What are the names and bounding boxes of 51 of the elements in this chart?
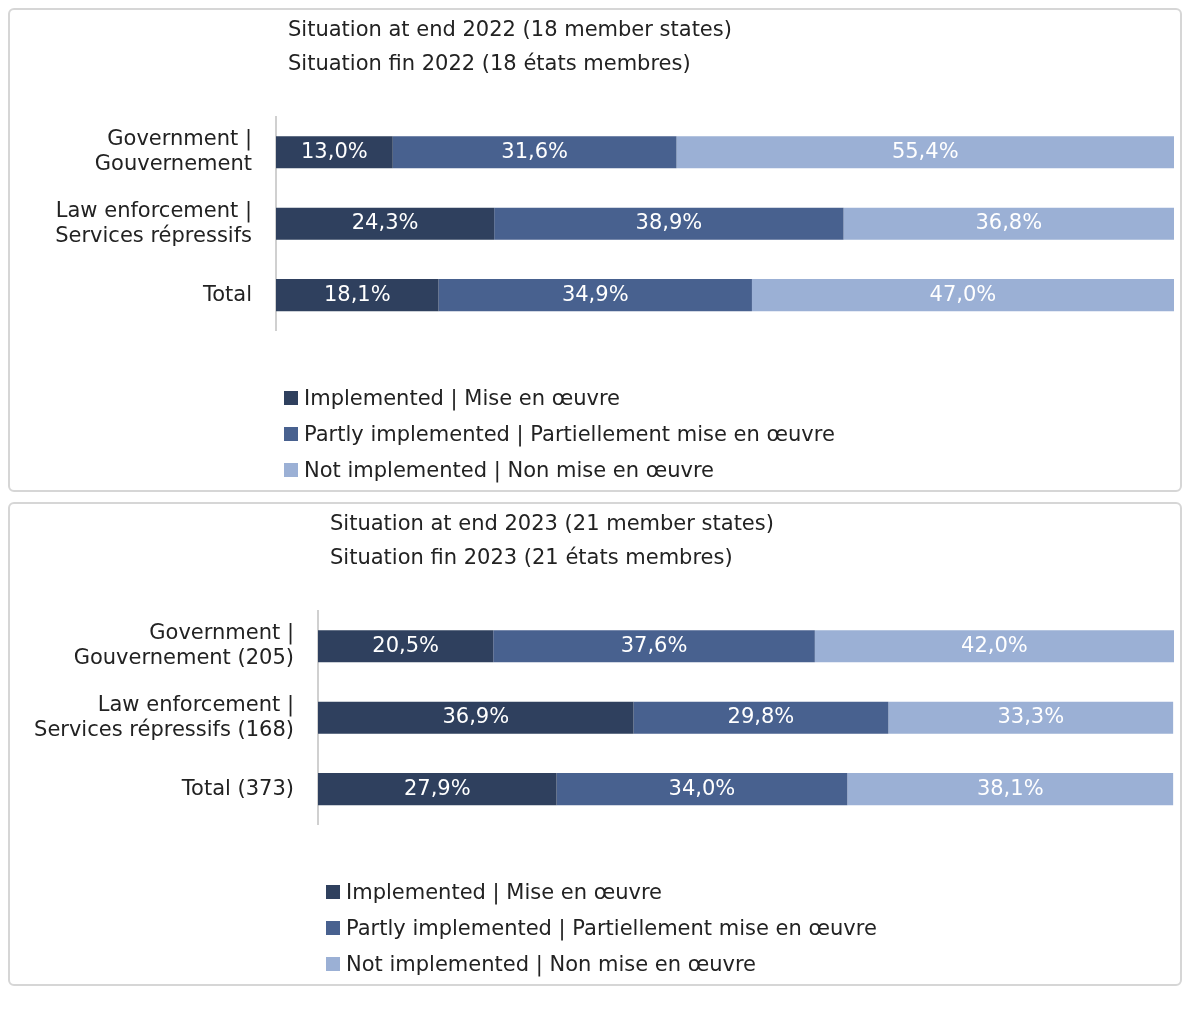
chart-subtitle: Situation fin 2022 (18 états membres) <box>288 50 692 77</box>
data-label: 36,9% <box>442 704 510 729</box>
bar <box>556 773 848 806</box>
data-label: 29,8% <box>727 704 795 729</box>
data-label: 24,3% <box>351 210 419 235</box>
data-label: 47,0% <box>929 281 997 306</box>
y-tick-label: Law enforcement | Services répressifs <box>55 197 252 247</box>
legend-label: Implemented | Mise en œuvre <box>346 879 663 907</box>
data-label: 13,0% <box>301 138 368 163</box>
chart-title: Situation at end 2022 (18 member states) <box>288 16 733 43</box>
y-tick-label: Law enforcement | Services répressifs (168) <box>34 691 294 741</box>
bar <box>318 773 557 806</box>
data-label: 27,9% <box>403 775 471 800</box>
chart-subtitle: Situation fin 2023 (21 états membres) <box>330 544 734 571</box>
chart-title: Situation at end 2023 (21 member states) <box>330 510 775 537</box>
bar <box>847 773 1174 806</box>
bar <box>392 136 677 169</box>
bar <box>676 136 1174 169</box>
bar <box>438 279 752 312</box>
bar <box>633 701 889 734</box>
bar <box>318 701 634 734</box>
bar <box>814 630 1174 663</box>
y-tick-label: Total <box>201 281 252 306</box>
bar <box>318 630 494 663</box>
data-label: 36,8% <box>975 210 1043 235</box>
data-label: 31,6% <box>501 138 568 163</box>
bar <box>276 279 439 312</box>
y-tick-label: Total (373) <box>180 775 294 800</box>
legend-label: Not implemented | Non mise en œuvre <box>304 457 715 485</box>
data-label: 34,0% <box>668 775 736 800</box>
bar <box>843 207 1174 240</box>
bar <box>493 630 815 663</box>
legend-label: Partly implemented | Partiellement mise en œuvre <box>304 421 835 449</box>
bar <box>888 701 1174 734</box>
bar <box>276 207 495 240</box>
data-label: 33,3% <box>997 704 1065 729</box>
legend-label: Implemented | Mise en œuvre <box>304 385 621 413</box>
data-label: 42,0% <box>961 632 1028 657</box>
data-label: 20,5% <box>372 632 440 657</box>
data-label: 34,9% <box>561 281 629 306</box>
legend-label: Not implemented | Non mise en œuvre <box>346 951 757 979</box>
data-label: 38,9% <box>635 210 703 235</box>
data-label: 55,4% <box>891 138 959 163</box>
data-label: 38,1% <box>976 775 1044 800</box>
y-tick-label: Government | Gouvernement <box>94 126 252 176</box>
y-tick-label: Government | Gouvernement (205) <box>73 620 294 670</box>
bar <box>751 279 1174 312</box>
bar <box>494 207 844 240</box>
legend-label: Partly implemented | Partiellement mise en œuvre <box>346 915 877 943</box>
data-label: 37,6% <box>620 632 688 657</box>
data-label: 18,1% <box>323 281 391 306</box>
